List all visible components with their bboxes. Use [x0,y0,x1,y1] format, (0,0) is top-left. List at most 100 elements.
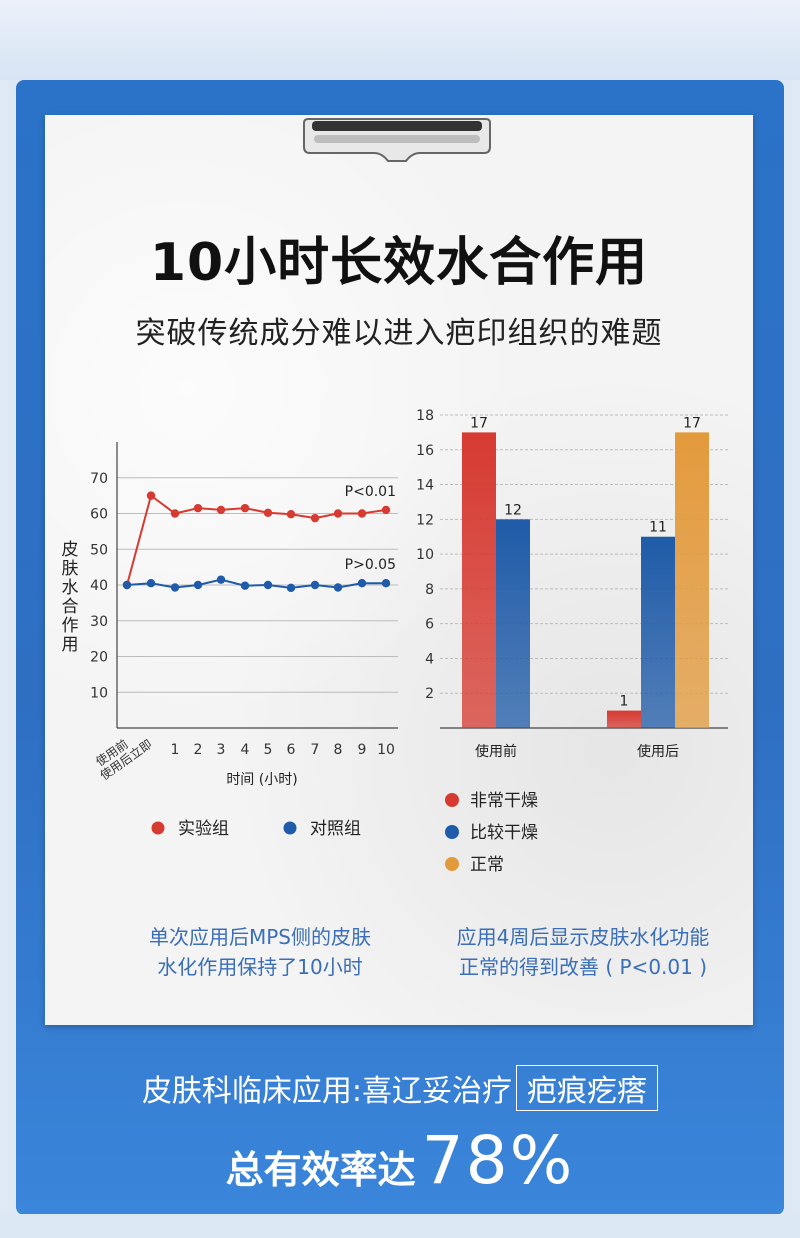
x-tick-label: 3 [217,742,226,758]
data-point [333,583,343,592]
y-tick-label: 18 [416,408,434,424]
bar [675,432,709,728]
data-point [310,580,320,590]
x-tick-label: 1 [171,742,180,758]
x-tick-label: 9 [358,742,367,758]
data-point [263,580,273,590]
caption-right: 应用4周后显示皮肤水化功能 正常的得到改善 ( P<0.01 ) [418,922,748,982]
legend-label: 非常干燥 [470,791,538,811]
efficacy-value: 78% [421,1122,575,1199]
bottom-band [0,1214,800,1238]
data-point [357,509,367,518]
legend-marker [445,857,459,871]
legend-label: 对照组 [310,819,361,839]
efficacy-rate: 总有效率达78% [0,1122,800,1199]
data-point [170,583,180,592]
data-point [357,579,367,588]
data-point [122,580,132,590]
page-subtitle: 突破传统成分难以进入疤印组织的难题 [135,316,663,351]
y-tick-label: 10 [90,685,108,701]
data-point [286,510,296,519]
x-tick-label: 8 [334,742,343,758]
legend-label: 比较干燥 [470,823,538,843]
y-tick-label: 12 [416,512,434,528]
x-axis-label: 时间 (小时) [226,772,297,788]
y-tick-label: 8 [425,582,434,598]
y-tick-label: 16 [416,443,434,459]
category-label: 使用前 [475,743,517,760]
y-axis-label-char: 作 [62,616,79,636]
legend-marker [151,821,165,835]
caption-right-line: 正常的得到改善 ( P<0.01 ) [458,955,708,979]
data-point [240,503,250,513]
caption-left-line: 水化作用保持了10小时 [157,955,363,979]
data-point [146,491,156,500]
data-point [263,508,273,517]
bar-value-label: 11 [649,520,667,536]
y-tick-label: 6 [425,617,434,633]
y-tick-label: 50 [90,542,108,558]
page-title: 10小时长效水合作用 [149,233,649,293]
y-tick-label: 14 [416,478,434,494]
legend-label: 实验组 [178,819,229,839]
data-point [216,505,226,515]
bar-value-label: 17 [683,415,701,431]
x-tick-label: 2 [194,742,203,758]
data-point [240,581,250,590]
p-value-annotation: P>0.05 [345,557,396,573]
x-tick-label: 7 [311,742,320,758]
x-tick-label: 10 [377,742,395,758]
series-line-control [126,578,386,589]
y-axis-label-char: 皮 [62,540,79,560]
legend-marker [445,825,459,839]
y-tick-label: 2 [425,686,434,702]
p-value-annotation: P<0.01 [345,484,396,500]
clip-icon [303,118,491,162]
legend-label: 正常 [470,855,504,875]
y-tick-label: 70 [90,471,108,487]
y-tick-label: 30 [90,614,108,630]
x-tick-label: 5 [264,742,273,758]
legend-marker [445,793,459,807]
x-tick-label: 6 [287,742,296,758]
bar [607,710,641,728]
y-axis-label-char: 用 [62,635,79,655]
efficacy-label: 总有效率达 [225,1148,416,1192]
clinical-application-text: 皮肤科临床应用:喜辽妥治疗 疤痕疙瘩 [0,1065,800,1111]
keloid-boxed-label: 疤痕疙瘩 [516,1065,659,1111]
data-point [146,579,156,588]
data-point [193,503,203,513]
data-point [170,509,180,518]
clinical-application-label: 皮肤科临床应用:喜辽妥治疗 [141,1074,513,1109]
bar-value-label: 17 [470,415,488,431]
category-label: 使用后 [637,743,679,760]
legend-marker [283,821,297,835]
data-point [193,580,203,590]
paper-sheet [45,115,753,1025]
y-tick-label: 20 [90,650,108,666]
y-tick-label: 40 [90,578,108,594]
y-tick-label: 60 [90,507,108,523]
bar [462,432,496,728]
data-point [381,505,391,515]
y-axis-label-char: 肤 [62,559,79,579]
y-tick-label: 10 [416,547,434,563]
top-texture-band [0,0,800,80]
x-tick-label: 4 [241,742,250,758]
bar [496,519,530,728]
y-axis-label-char: 水 [62,578,79,598]
data-point [216,575,226,584]
bar-value-label: 1 [620,694,629,710]
y-tick-label: 4 [425,651,434,667]
bar [641,536,675,728]
caption-left: 单次应用后MPS侧的皮肤 水化作用保持了10小时 [110,922,410,982]
caption-right-line: 应用4周后显示皮肤水化功能 [456,925,710,949]
data-point [286,583,296,593]
y-axis-label-char: 合 [62,597,79,617]
data-point [310,513,320,523]
caption-left-line: 单次应用后MPS侧的皮肤 [148,925,371,949]
bar-value-label: 12 [504,502,522,518]
data-point [333,509,343,518]
data-point [381,579,391,588]
